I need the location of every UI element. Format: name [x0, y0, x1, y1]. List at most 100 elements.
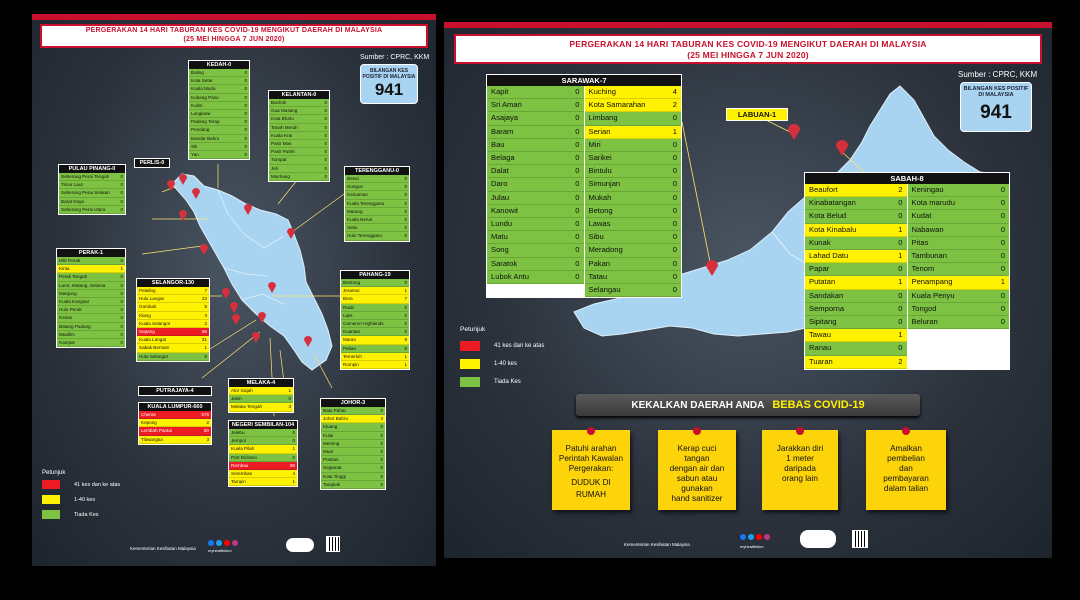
district-name: Setiu	[347, 225, 358, 231]
district-name: Muar	[323, 449, 334, 455]
district-count: 2	[898, 185, 903, 194]
state-box-kuala-lumpur: KUALA LUMPUR-660 Cheras 575 Kepong 2 Lembah …	[138, 402, 212, 445]
district-count: 2	[672, 100, 677, 110]
district-name: Kuala Pilah	[231, 446, 255, 452]
district-count: 0	[1000, 251, 1005, 261]
district-count: 0	[292, 438, 295, 444]
district-row: Papar 0	[805, 263, 907, 277]
district-name: Dungun	[347, 184, 364, 190]
legend-item-green: Tiada Kes	[42, 510, 120, 519]
district-row: Selangau 0	[584, 284, 681, 298]
district-name: Kerian	[59, 315, 73, 321]
twitter-icon[interactable]	[216, 540, 222, 546]
facebook-icon[interactable]	[740, 534, 746, 540]
district-name: Putatan	[809, 277, 836, 287]
district-name: Manjung	[59, 290, 77, 296]
district-count: 0	[404, 233, 407, 239]
district-row: Kuala Selangor 2	[137, 319, 209, 329]
district-row: Dungun 0	[345, 183, 409, 192]
district-count: 0	[244, 94, 247, 100]
district-row: Hulu Selangor 0	[137, 352, 209, 361]
district-name: Hulu Selangor	[139, 353, 169, 359]
district-row: Cheras 575	[139, 411, 211, 420]
district-count: 0	[404, 176, 407, 181]
district-name: Daro	[491, 179, 508, 189]
district-count: 0	[575, 258, 580, 268]
district-row: Sibu 0	[584, 231, 681, 245]
legend-item-yellow: 1-40 kes	[42, 495, 120, 504]
instagram-icon[interactable]	[764, 534, 770, 540]
district-name: Kemaman	[347, 192, 368, 198]
district-count: 0	[404, 304, 407, 310]
district-name: Belaga	[491, 153, 515, 163]
district-row: Limbang 0	[584, 112, 681, 126]
district-row: Lembah Pantai 80	[139, 427, 211, 436]
facebook-icon[interactable]	[208, 540, 214, 546]
district-name: Saratok	[491, 258, 518, 268]
district-name: Baram	[491, 126, 514, 136]
district-name: Dalat	[491, 166, 509, 176]
district-row: Setiu 0	[345, 224, 409, 233]
pin-icon	[258, 312, 266, 323]
district-count: 0	[672, 245, 677, 255]
district-count: 1	[404, 362, 407, 368]
district-row: Hulu Langat 23	[137, 295, 209, 304]
district-row: Tangkak 0	[321, 480, 385, 490]
district-row: Lubok Antu 0	[487, 270, 584, 285]
district-count: 0	[324, 173, 327, 179]
district-count: 0	[672, 258, 677, 268]
district-count: 0	[404, 217, 407, 223]
district-row: Baram 0	[487, 125, 584, 139]
district-row: Hilir Perak 0	[57, 257, 125, 266]
state-title: PERAK-1	[57, 249, 125, 257]
district-count: 0	[898, 303, 903, 313]
district-row: Daro 0	[487, 178, 584, 192]
district-name: Limbang	[588, 113, 618, 123]
state-title: JOHOR-3	[321, 399, 385, 407]
district-row: Tambunan 0	[907, 250, 1009, 264]
district-name: Seberang Perai Utara	[61, 206, 106, 212]
district-count: 0	[120, 315, 123, 321]
district-row: Kuala Muda 0	[189, 85, 249, 94]
district-count: 0	[120, 274, 123, 280]
district-count: 0	[575, 166, 580, 176]
state-title: KUALA LUMPUR-660	[139, 403, 211, 411]
district-row: Barat Daya 0	[59, 197, 125, 206]
district-row: Kunak 0	[805, 236, 907, 251]
district-count: 0	[324, 157, 327, 163]
district-row: Sri Aman 0	[487, 99, 584, 113]
youtube-icon[interactable]	[756, 534, 762, 540]
district-row: Kuala Krai 0	[269, 131, 329, 141]
district-name: Kota Bharu	[271, 116, 294, 122]
district-row: Seberang Perai Selatan 0	[59, 189, 125, 198]
instagram-icon[interactable]	[232, 540, 238, 546]
district-name: Pekan	[343, 345, 357, 351]
district-name: Kuala Kangsar	[59, 299, 90, 305]
district-name: Bentong	[343, 280, 361, 285]
district-count: 0	[244, 78, 247, 84]
peninsular-map	[141, 164, 345, 417]
state-box-perak: PERAK-1 Hilir Perak 0 Kinta 1 Perak Tengah 0 L…	[56, 248, 126, 349]
district-count: 0	[1000, 185, 1005, 194]
district-name: Kinabatangan	[809, 198, 856, 208]
district-name: Asajaya	[491, 113, 519, 123]
district-name: Rompin	[343, 362, 359, 368]
district-row: Seremban 4	[229, 470, 297, 479]
pin-icon	[244, 204, 252, 215]
district-count: 1	[1000, 277, 1005, 287]
district-row: Betong 0	[584, 204, 681, 219]
advice-note-online-purchase: Amalkan pembelian dan pembayaran dalam t…	[866, 427, 946, 510]
youtube-icon[interactable]	[224, 540, 230, 546]
district-count: 0	[244, 127, 247, 133]
district-row: Melaka Tengah 3	[229, 403, 293, 412]
district-name: Klang	[139, 312, 151, 318]
district-count: 0	[575, 87, 580, 96]
district-name: Kluang	[323, 424, 338, 430]
district-count: 0	[404, 184, 407, 190]
district-name: Cameron Highlands	[343, 321, 384, 327]
top-red-bar	[444, 22, 1052, 28]
pin-icon	[200, 244, 208, 255]
district-name: Semporna	[809, 303, 845, 313]
twitter-icon[interactable]	[748, 534, 754, 540]
district-row: Pasir Puteh 0	[269, 148, 329, 157]
